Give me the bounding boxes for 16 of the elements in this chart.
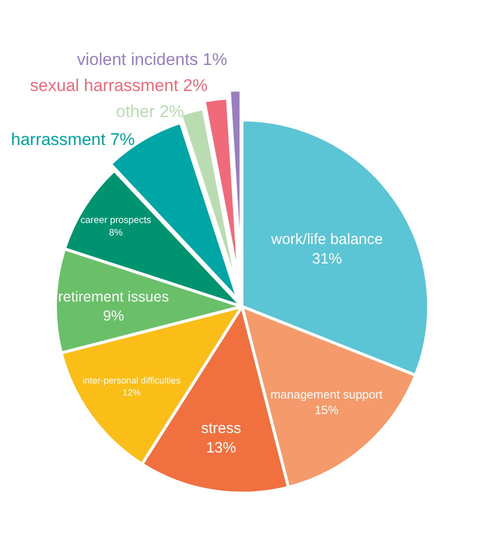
- data-label: 12%: [122, 387, 141, 398]
- slice-label: sexual harrassment 2%: [30, 76, 208, 95]
- data-label: 15%: [314, 403, 339, 418]
- slice-label: harrassment 7%: [11, 130, 135, 149]
- slice-label: career prospects: [80, 215, 152, 226]
- slice-label: inter-personal difficulties: [82, 376, 181, 386]
- data-label: 31%: [312, 250, 342, 268]
- data-label: 8%: [108, 227, 124, 238]
- slice-label: work/life balance: [270, 230, 383, 248]
- slice-label: stress: [201, 420, 242, 438]
- data-label: 13%: [206, 440, 236, 457]
- data-label: 9%: [102, 308, 124, 324]
- slice-label: retirement issues: [58, 289, 169, 306]
- slice-label: violent incidents 1%: [77, 50, 228, 69]
- slice-label: other 2%: [116, 102, 184, 121]
- slice-label: management support: [270, 388, 384, 402]
